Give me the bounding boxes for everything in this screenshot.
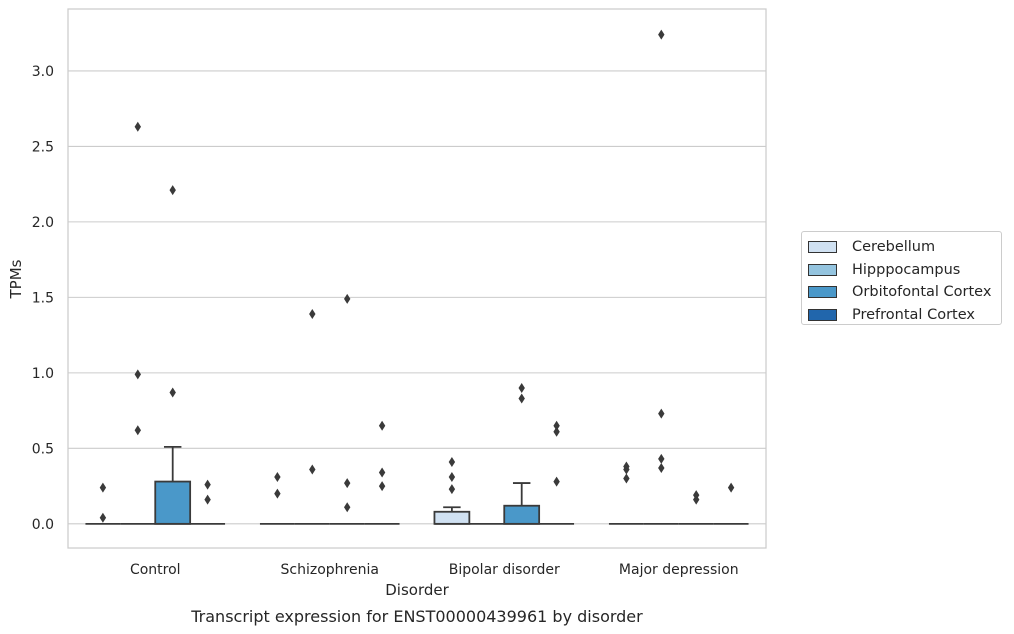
outlier-point (448, 484, 456, 495)
outlier-point (274, 488, 281, 499)
y-tick-label: 2.5 (32, 139, 54, 155)
outlier-point (518, 382, 525, 393)
legend-swatch (808, 263, 837, 276)
outlier-point (309, 464, 316, 475)
outlier-point (727, 482, 735, 493)
legend-label: Prefrontal Cortex (852, 306, 975, 323)
plot-frame (67, 8, 767, 549)
outlier-point (623, 473, 630, 484)
outlier-point (204, 479, 211, 490)
outlier-point (518, 393, 525, 404)
outlier-point (344, 478, 351, 489)
outlier-point (658, 462, 665, 473)
outlier-point (658, 29, 665, 40)
legend-swatch (808, 241, 837, 254)
box (433, 510, 471, 525)
outlier-point (344, 502, 351, 513)
outlier-point (553, 476, 560, 487)
boxes (85, 445, 749, 525)
outlier-point (378, 481, 386, 492)
box (503, 504, 541, 525)
x-tick-label: Control (130, 562, 181, 578)
outlier-point (693, 490, 700, 501)
legend-item-cerebellum: Cerebellum (808, 236, 1001, 259)
legend-label: Orbitofontal Cortex (852, 284, 992, 301)
outlier-point (344, 293, 351, 304)
legend-swatch (808, 286, 837, 299)
legend-label: Hipppocampus (852, 261, 961, 278)
x-axis-label: Disorder (385, 581, 449, 599)
legend-item-hippocampus: Hipppocampus (808, 259, 1001, 282)
outlier-point (378, 420, 386, 431)
gridlines (68, 70, 766, 525)
box (154, 480, 192, 525)
y-tick-label: 1.0 (32, 366, 54, 382)
legend-item-prefrontal-cortex: Prefrontal Cortex (808, 304, 1001, 327)
outlier-point (134, 369, 141, 380)
chart-caption: Transcript expression for ENST0000043996… (190, 607, 643, 626)
legend: Cerebellum Hipppocampus Orbitofontal Cor… (801, 231, 1002, 325)
outliers (99, 29, 735, 523)
x-tick-labels: Control Schizophrenia Bipolar disorder Majo… (130, 562, 739, 578)
y-tick-label: 1.5 (32, 290, 54, 306)
outlier-point (169, 387, 176, 398)
y-tick-label: 0.5 (32, 441, 54, 457)
x-tick-label: Major depression (619, 562, 739, 578)
outlier-point (448, 456, 456, 467)
outlier-point (134, 121, 141, 132)
legend-swatch (808, 308, 837, 321)
y-tick-label: 0.0 (32, 517, 54, 533)
outlier-point (553, 426, 560, 437)
y-tick-labels: 0.0 0.5 1.0 1.5 2.0 2.5 3.0 (32, 64, 54, 533)
outlier-point (99, 482, 107, 493)
outlier-point (169, 185, 176, 196)
y-axis-label: TPMs (7, 259, 25, 299)
outlier-point (378, 467, 386, 478)
outlier-point (309, 308, 316, 319)
y-tick-label: 2.0 (32, 215, 54, 231)
outlier-point (274, 472, 281, 483)
outlier-point (448, 472, 456, 483)
x-tick-label: Schizophrenia (281, 562, 379, 578)
outlier-point (658, 408, 665, 419)
outlier-point (553, 420, 560, 431)
outlier-point (204, 494, 211, 505)
x-tick-label: Bipolar disorder (449, 562, 560, 578)
outlier-point (623, 461, 630, 472)
y-tick-label: 3.0 (32, 64, 54, 80)
legend-item-orbitofrontal-cortex: Orbitofontal Cortex (808, 281, 1001, 304)
outlier-point (99, 512, 107, 523)
legend-label: Cerebellum (852, 239, 936, 256)
outlier-point (658, 453, 665, 464)
outlier-point (134, 425, 141, 436)
